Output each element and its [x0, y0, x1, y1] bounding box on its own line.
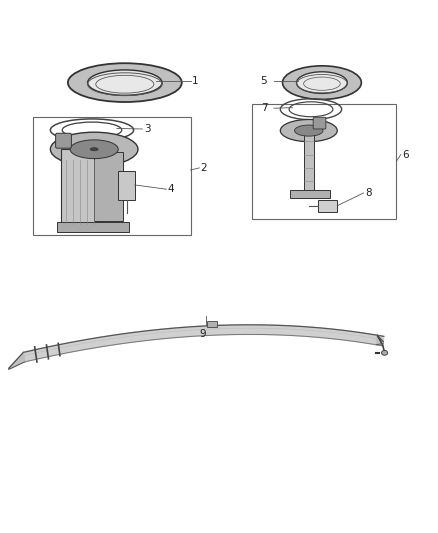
Bar [318, 200, 337, 212]
Text: 6: 6 [402, 150, 409, 159]
Ellipse shape [283, 66, 361, 99]
Bar [118, 171, 135, 200]
Polygon shape [23, 325, 384, 362]
Text: 7: 7 [261, 103, 268, 113]
Bar [290, 190, 330, 198]
Text: 8: 8 [365, 188, 371, 198]
FancyBboxPatch shape [313, 117, 326, 129]
Ellipse shape [90, 148, 98, 151]
Bar [94, 152, 123, 221]
Bar [33, 117, 191, 235]
Ellipse shape [297, 72, 347, 93]
Polygon shape [9, 352, 25, 369]
Ellipse shape [294, 125, 323, 136]
Bar [57, 222, 129, 232]
Text: 4: 4 [168, 184, 174, 194]
Polygon shape [376, 335, 383, 345]
Text: 1: 1 [192, 76, 198, 86]
Bar [252, 104, 396, 219]
Text: 2: 2 [201, 163, 207, 173]
Text: 3: 3 [144, 124, 150, 134]
Bar [61, 149, 99, 224]
Ellipse shape [68, 63, 182, 102]
Text: 9: 9 [199, 329, 206, 339]
Ellipse shape [70, 140, 118, 159]
FancyBboxPatch shape [56, 133, 71, 148]
Ellipse shape [88, 70, 162, 95]
Text: 5: 5 [261, 76, 267, 86]
Ellipse shape [280, 119, 337, 142]
Bar [207, 321, 218, 327]
Ellipse shape [50, 132, 138, 166]
Ellipse shape [381, 351, 388, 356]
Bar [304, 131, 314, 192]
